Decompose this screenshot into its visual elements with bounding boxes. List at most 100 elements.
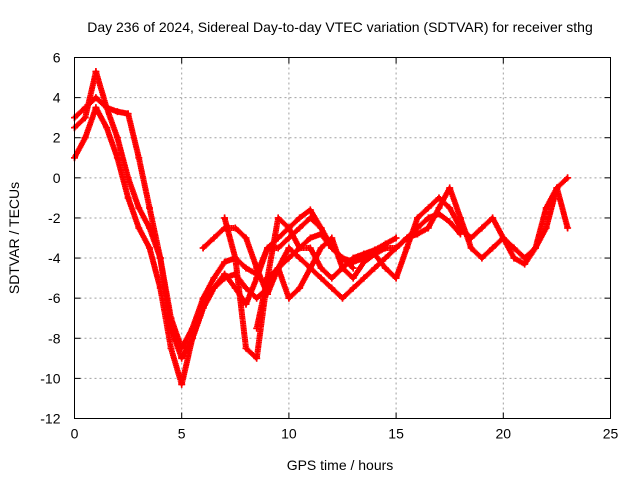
data-point xyxy=(349,264,357,272)
data-point xyxy=(242,344,250,352)
data-point xyxy=(317,230,325,238)
chart-title: Day 236 of 2024, Sidereal Day-to-day VTE… xyxy=(87,19,593,35)
data-point xyxy=(392,234,400,242)
y-tick-label: -12 xyxy=(40,411,60,427)
plot-frame xyxy=(74,57,611,419)
y-tick-label: 2 xyxy=(53,130,61,146)
data-point xyxy=(285,224,293,232)
data-point xyxy=(178,354,186,362)
data-point xyxy=(156,254,164,262)
data-point xyxy=(188,334,196,342)
data-point xyxy=(296,254,304,262)
data-point xyxy=(499,234,507,242)
data-point xyxy=(135,224,143,232)
data-point xyxy=(360,258,368,266)
data-point xyxy=(532,244,539,252)
data-point xyxy=(317,264,325,272)
data-point xyxy=(381,254,389,262)
data-point xyxy=(253,294,261,302)
data-point xyxy=(306,244,314,252)
data-point xyxy=(253,324,261,332)
data-point xyxy=(478,254,486,262)
data-point xyxy=(306,264,314,272)
y-tick-label: -6 xyxy=(48,290,61,306)
data-point xyxy=(328,284,336,292)
data-point xyxy=(360,274,368,282)
data-point xyxy=(146,204,153,212)
series-track-6 xyxy=(253,174,572,332)
data-point xyxy=(371,250,379,258)
data-point xyxy=(564,174,572,182)
y-tick-label: 4 xyxy=(53,90,61,106)
data-point xyxy=(135,154,143,162)
y-tick-label: -8 xyxy=(48,330,61,346)
data-point xyxy=(371,264,379,272)
data-point xyxy=(264,274,271,282)
series-markers xyxy=(71,104,357,388)
data-point xyxy=(456,230,464,238)
data-point xyxy=(135,204,143,212)
data-point xyxy=(113,134,121,142)
data-point xyxy=(510,254,518,262)
y-axis-label: SDTVAR / TECUs xyxy=(6,182,22,294)
data-point xyxy=(81,104,89,112)
data-point xyxy=(178,380,186,388)
x-axis-label: GPS time / hours xyxy=(287,457,394,473)
data-point xyxy=(306,206,314,214)
data-point xyxy=(296,224,304,232)
data-point xyxy=(124,110,132,118)
data-point xyxy=(242,234,250,242)
data-point xyxy=(146,244,153,252)
data-point xyxy=(489,214,497,222)
data-point xyxy=(542,224,550,232)
data-point xyxy=(414,230,421,238)
data-point xyxy=(349,274,357,282)
data-point xyxy=(81,114,89,122)
data-point xyxy=(424,204,432,212)
data-point xyxy=(92,104,100,112)
data-point xyxy=(210,234,218,242)
data-point xyxy=(253,264,261,272)
y-tick-label: -10 xyxy=(40,370,60,386)
y-tick-label: 6 xyxy=(53,50,61,66)
data-point xyxy=(349,284,357,292)
data-point xyxy=(296,284,304,292)
data-point xyxy=(392,244,400,252)
data-point xyxy=(553,184,561,192)
x-tick-label: 10 xyxy=(281,426,297,442)
y-tick-label: -2 xyxy=(48,210,61,226)
x-tick-label: 20 xyxy=(496,426,512,442)
y-tick-label: 0 xyxy=(53,170,61,186)
data-point xyxy=(435,204,443,212)
data-point xyxy=(467,244,475,252)
data-point xyxy=(489,244,497,252)
data-point xyxy=(103,104,111,112)
x-tick-label: 0 xyxy=(71,426,79,442)
x-tick-label: 15 xyxy=(388,426,404,442)
data-point xyxy=(81,134,89,142)
data-point xyxy=(199,244,207,252)
y-tick-label: -4 xyxy=(48,250,61,266)
data-point xyxy=(456,214,464,222)
data-point xyxy=(521,254,529,262)
data-point xyxy=(210,274,218,282)
data-point xyxy=(242,284,250,292)
data-point xyxy=(339,294,346,302)
data-point xyxy=(424,224,432,232)
data-point xyxy=(414,214,421,222)
data-point xyxy=(221,274,229,282)
data-point xyxy=(231,224,239,232)
data-point xyxy=(274,244,282,252)
data-point xyxy=(403,244,411,252)
data-point xyxy=(124,174,132,182)
data-point xyxy=(403,234,411,242)
data-point xyxy=(210,284,218,292)
axis-ticks: 0 5 10 15 20 25 -12 -10 -8 -6 -4 -2 0 2 4 6 xyxy=(40,50,618,442)
data-point xyxy=(478,224,486,232)
data-point xyxy=(92,94,100,102)
data-point xyxy=(124,194,132,202)
data-point xyxy=(167,344,175,352)
data-point xyxy=(339,264,346,272)
data-point xyxy=(317,274,325,282)
